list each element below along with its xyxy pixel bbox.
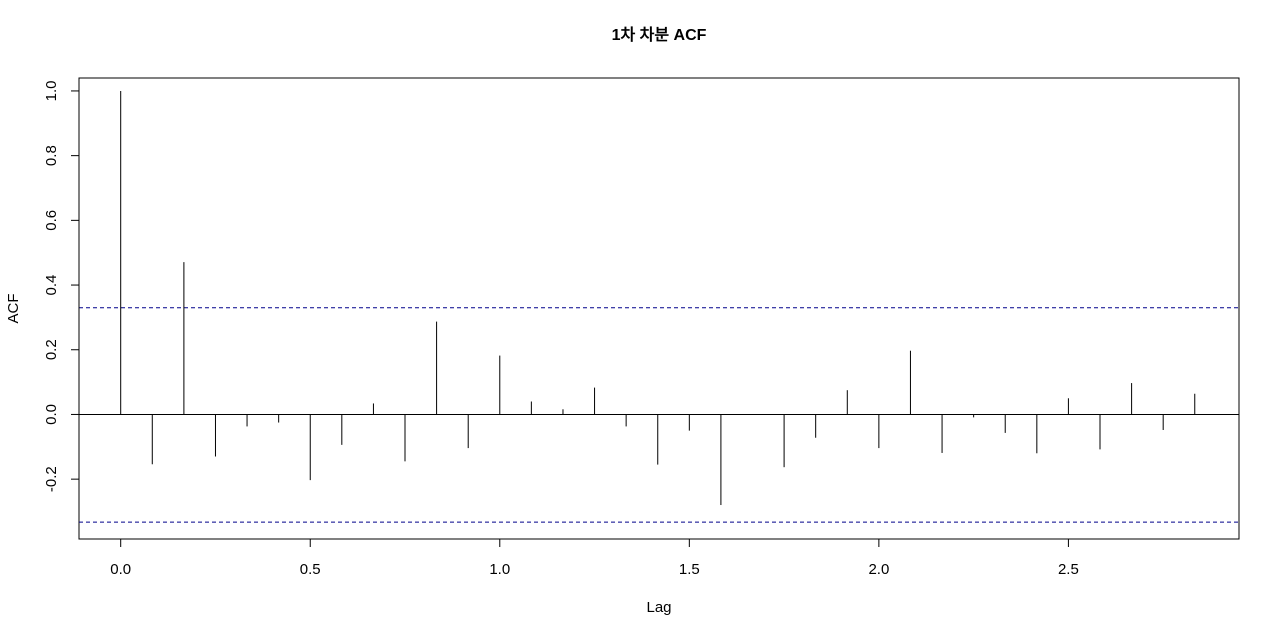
x-tick-label: 2.5 (1058, 561, 1079, 578)
y-axis-label: ACF (5, 294, 22, 324)
y-tick-label: 0.4 (43, 275, 60, 296)
x-tick-label: 0.5 (300, 561, 321, 578)
x-tick-label: 1.0 (489, 561, 510, 578)
x-axis-label: Lag (646, 599, 671, 616)
y-tick-label: 0.2 (43, 339, 60, 360)
acf-bars (120, 90, 1196, 506)
y-axis: -0.2 0.0 0.2 0.4 0.6 0.8 1.0 (43, 81, 80, 492)
x-tick-label: 1.5 (679, 561, 700, 578)
x-tick-label: 0.0 (110, 561, 131, 578)
y-tick-label: 0.6 (43, 210, 60, 231)
chart-title: 1차 차분 ACF (612, 26, 707, 44)
x-tick-label: 2.0 (868, 561, 889, 578)
x-axis: 0.0 0.5 1.0 1.5 2.0 2.5 (110, 538, 1079, 578)
y-tick-label: 1.0 (43, 81, 60, 102)
confidence-bounds (79, 307, 1239, 523)
plot-frame (78, 77, 1240, 540)
y-tick-label: 0.8 (43, 145, 60, 166)
y-tick-label: -0.2 (43, 466, 60, 492)
y-tick-label: 0.0 (43, 404, 60, 425)
